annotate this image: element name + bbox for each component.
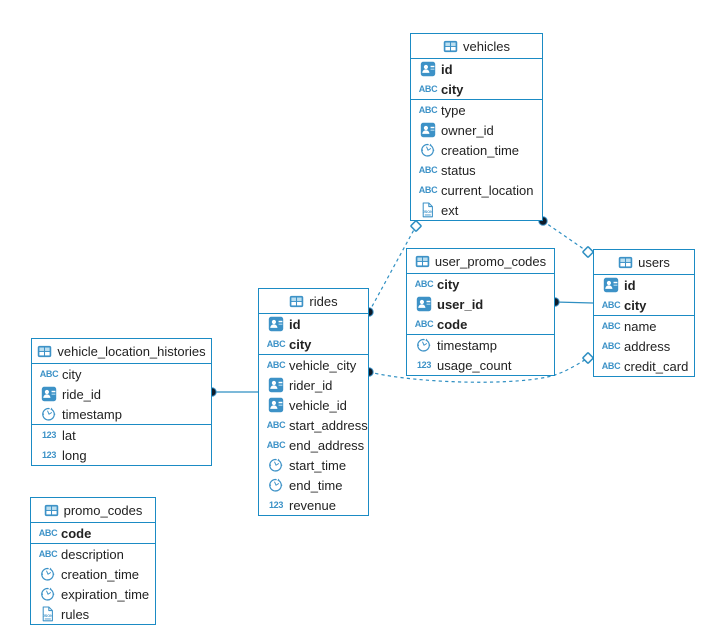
svg-text:JSON: JSON [43, 614, 53, 618]
svg-text:JSON: JSON [423, 210, 433, 214]
